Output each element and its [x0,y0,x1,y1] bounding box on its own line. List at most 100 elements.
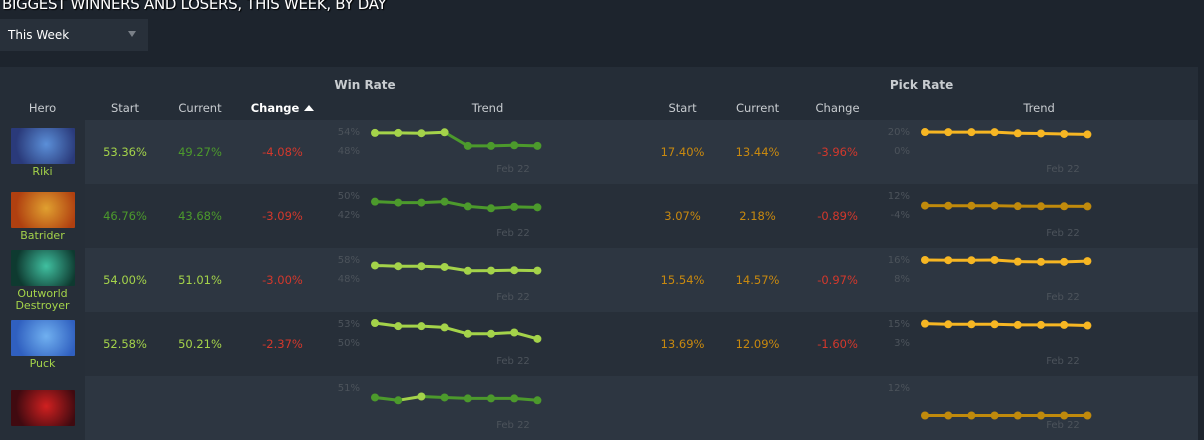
win-trend-point[interactable] [394,322,402,330]
hero-cell[interactable]: Riki [0,120,85,184]
pick-trend-point[interactable] [921,320,929,328]
win-trend-point[interactable] [487,394,495,402]
pick-trend-point[interactable] [944,412,952,420]
hero-cell[interactable]: Outworld Destroyer [0,248,85,312]
pick-trend-point[interactable] [944,202,952,210]
win-trend-point[interactable] [487,204,495,212]
pick-trend-point[interactable] [1037,258,1045,266]
pick-trend-point[interactable] [1014,258,1022,266]
pick-trend-point[interactable] [1060,202,1068,210]
win-trend-point[interactable] [417,322,425,330]
win-trend-point[interactable] [464,267,472,275]
hero-name[interactable]: Puck [0,358,85,370]
pick-trend-point[interactable] [991,320,999,328]
win-trend-point[interactable] [441,393,449,401]
pick-trend-point[interactable] [1014,321,1022,329]
col-win-change[interactable]: Change [235,96,330,120]
win-trend-point[interactable] [533,142,541,150]
hero-portrait[interactable] [11,320,75,356]
win-trend-point[interactable] [417,129,425,137]
pick-trend-point[interactable] [991,202,999,210]
pick-trend-point[interactable] [1083,130,1091,138]
pick-trend-point[interactable] [1037,412,1045,420]
pick-trend-point[interactable] [921,256,929,264]
win-trend-point[interactable] [441,128,449,136]
pick-trend-point[interactable] [921,128,929,136]
win-trend-point[interactable] [417,393,425,401]
hero-cell[interactable]: Batrider [0,184,85,248]
pick-trend-point[interactable] [1083,322,1091,330]
hero-portrait[interactable] [11,250,75,286]
col-pick-change[interactable]: Change [795,96,880,120]
pick-trend-point[interactable] [1037,202,1045,210]
pick-trend-point[interactable] [1014,129,1022,137]
hero-name[interactable]: Batrider [0,230,85,242]
period-dropdown[interactable]: This Week [0,19,148,51]
win-trend-point[interactable] [394,129,402,137]
win-trend-point[interactable] [371,319,379,327]
pick-trend-point[interactable] [991,256,999,264]
pick-trend-point[interactable] [921,202,929,210]
win-trend-point[interactable] [371,393,379,401]
win-trend-point[interactable] [441,263,449,271]
pick-trend-point[interactable] [1060,258,1068,266]
win-trend-point[interactable] [417,199,425,207]
pick-trend-point[interactable] [1060,130,1068,138]
pick-trend-point[interactable] [944,128,952,136]
win-trend-point[interactable] [394,199,402,207]
hero-portrait[interactable] [11,128,75,164]
hero-name[interactable]: Outworld Destroyer [0,288,85,312]
pick-trend-point[interactable] [991,412,999,420]
pick-trend-point[interactable] [1083,412,1091,420]
win-trend-point[interactable] [487,142,495,150]
pick-trend-point[interactable] [1014,412,1022,420]
pick-trend-point[interactable] [1060,412,1068,420]
col-pick-start[interactable]: Start [645,96,720,120]
win-trend-point[interactable] [441,323,449,331]
pick-trend-point[interactable] [967,256,975,264]
hero-cell[interactable] [0,376,85,440]
win-trend-point[interactable] [441,198,449,206]
win-trend-point[interactable] [533,396,541,404]
col-pick-current[interactable]: Current [720,96,795,120]
pick-trend-point[interactable] [967,412,975,420]
pick-trend-point[interactable] [921,412,929,420]
win-trend-point[interactable] [510,266,518,274]
pick-trend-point[interactable] [1037,129,1045,137]
pick-trend-point[interactable] [1014,202,1022,210]
win-trend-point[interactable] [371,261,379,269]
win-trend-point[interactable] [394,396,402,404]
win-trend-point[interactable] [394,262,402,270]
col-hero[interactable]: Hero [0,96,85,120]
hero-portrait[interactable] [11,192,75,228]
win-trend-point[interactable] [533,335,541,343]
win-trend-point[interactable] [487,267,495,275]
win-trend-point[interactable] [417,262,425,270]
pick-trend-point[interactable] [1060,321,1068,329]
win-trend-point[interactable] [510,394,518,402]
col-win-current[interactable]: Current [165,96,235,120]
pick-trend-point[interactable] [967,128,975,136]
win-trend-point[interactable] [533,203,541,211]
pick-trend-point[interactable] [967,202,975,210]
pick-trend-point[interactable] [944,256,952,264]
win-trend-point[interactable] [510,141,518,149]
win-trend-point[interactable] [371,129,379,137]
pick-trend-point[interactable] [1083,202,1091,210]
win-trend-point[interactable] [510,329,518,337]
win-trend-point[interactable] [533,267,541,275]
win-trend-point[interactable] [371,198,379,206]
hero-cell[interactable]: Puck [0,312,85,376]
win-trend-point[interactable] [487,330,495,338]
hero-name[interactable]: Riki [0,166,85,178]
pick-trend-point[interactable] [1083,257,1091,265]
win-trend-point[interactable] [464,394,472,402]
win-trend-point[interactable] [464,330,472,338]
pick-trend-point[interactable] [944,320,952,328]
col-win-start[interactable]: Start [85,96,165,120]
pick-trend-point[interactable] [967,320,975,328]
pick-trend-point[interactable] [991,128,999,136]
